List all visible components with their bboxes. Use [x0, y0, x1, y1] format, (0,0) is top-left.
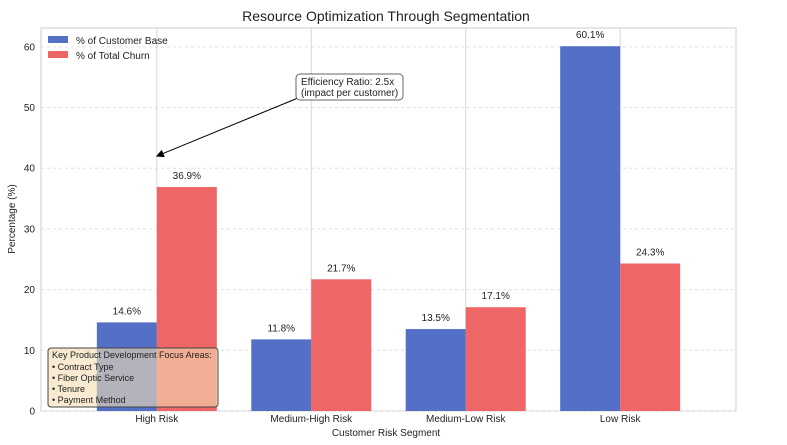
- data-label-series-0-1: 11.8%: [267, 323, 295, 334]
- legend: % of Customer Base % of Total Churn: [48, 36, 168, 62]
- legend-swatch-total-churn: [48, 51, 68, 58]
- data-label-series-1-3: 24.3%: [636, 248, 664, 259]
- bar-series-1-1: [311, 279, 372, 411]
- x-tick-label-1: Medium-High Risk: [270, 414, 353, 425]
- legend-swatch-customer-base: [48, 36, 68, 43]
- x-axis-label: Customer Risk Segment: [332, 428, 441, 439]
- x-ticks: High Risk Medium-High Risk Medium-Low Risk…: [135, 414, 641, 425]
- bar-series-0-1: [251, 339, 312, 411]
- x-tick-label-0: High Risk: [135, 414, 179, 425]
- data-label-series-1-2: 17.1%: [482, 291, 510, 302]
- data-label-series-1-1: 21.7%: [327, 263, 355, 274]
- bar-series-1-2: [465, 307, 526, 411]
- x-tick-label-3: Low Risk: [600, 414, 642, 425]
- y-tick-label-0: 0: [29, 407, 35, 418]
- notes-box: Key Product Development Focus Areas: • C…: [47, 347, 219, 408]
- notes-line-2: • Contract Type: [52, 362, 114, 372]
- y-tick-label-60: 60: [24, 42, 36, 53]
- bar-series-1-3: [620, 263, 681, 411]
- data-label-series-0-0: 14.6%: [113, 306, 141, 317]
- y-ticks: 0 10 20 30 40 50 60: [24, 42, 36, 417]
- y-tick-label-10: 10: [24, 346, 36, 357]
- notes-line-3: • Fiber Optic Service: [52, 373, 134, 383]
- data-label-series-0-2: 13.5%: [422, 313, 450, 324]
- chart-title: Resource Optimization Through Segmentati…: [242, 8, 530, 24]
- bar-series-0-2: [405, 329, 466, 411]
- data-label-series-0-3: 60.1%: [576, 30, 604, 41]
- notes-line-5: • Payment Method: [52, 395, 126, 405]
- annotation-arrow: [155, 97, 299, 158]
- annotation: Efficiency Ratio: 2.5x (impact per custo…: [155, 73, 404, 158]
- legend-label-customer-base: % of Customer Base: [76, 36, 168, 47]
- notes-line-4: • Tenure: [52, 384, 85, 394]
- data-label-series-1-0: 36.9%: [173, 171, 201, 182]
- notes-background: [47, 347, 219, 408]
- annotation-line-1: Efficiency Ratio: 2.5x: [301, 77, 394, 88]
- y-tick-label-50: 50: [24, 103, 36, 114]
- x-tick-label-2: Medium-Low Risk: [426, 414, 506, 425]
- legend-label-total-churn: % of Total Churn: [76, 51, 150, 62]
- y-tick-label-20: 20: [24, 285, 36, 296]
- bar-series-0-3: [560, 46, 621, 411]
- annotation-box: [295, 73, 404, 101]
- notes-line-1: Key Product Development Focus Areas:: [52, 350, 212, 360]
- y-tick-label-30: 30: [24, 224, 36, 235]
- y-axis-label: Percentage (%): [7, 184, 18, 253]
- y-tick-label-40: 40: [24, 164, 36, 175]
- annotation-line-2: (impact per customer): [301, 88, 398, 99]
- data-labels: 14.6% 11.8% 13.5% 60.1% 36.9% 21.7% 17.1% 24.3%: [113, 30, 665, 334]
